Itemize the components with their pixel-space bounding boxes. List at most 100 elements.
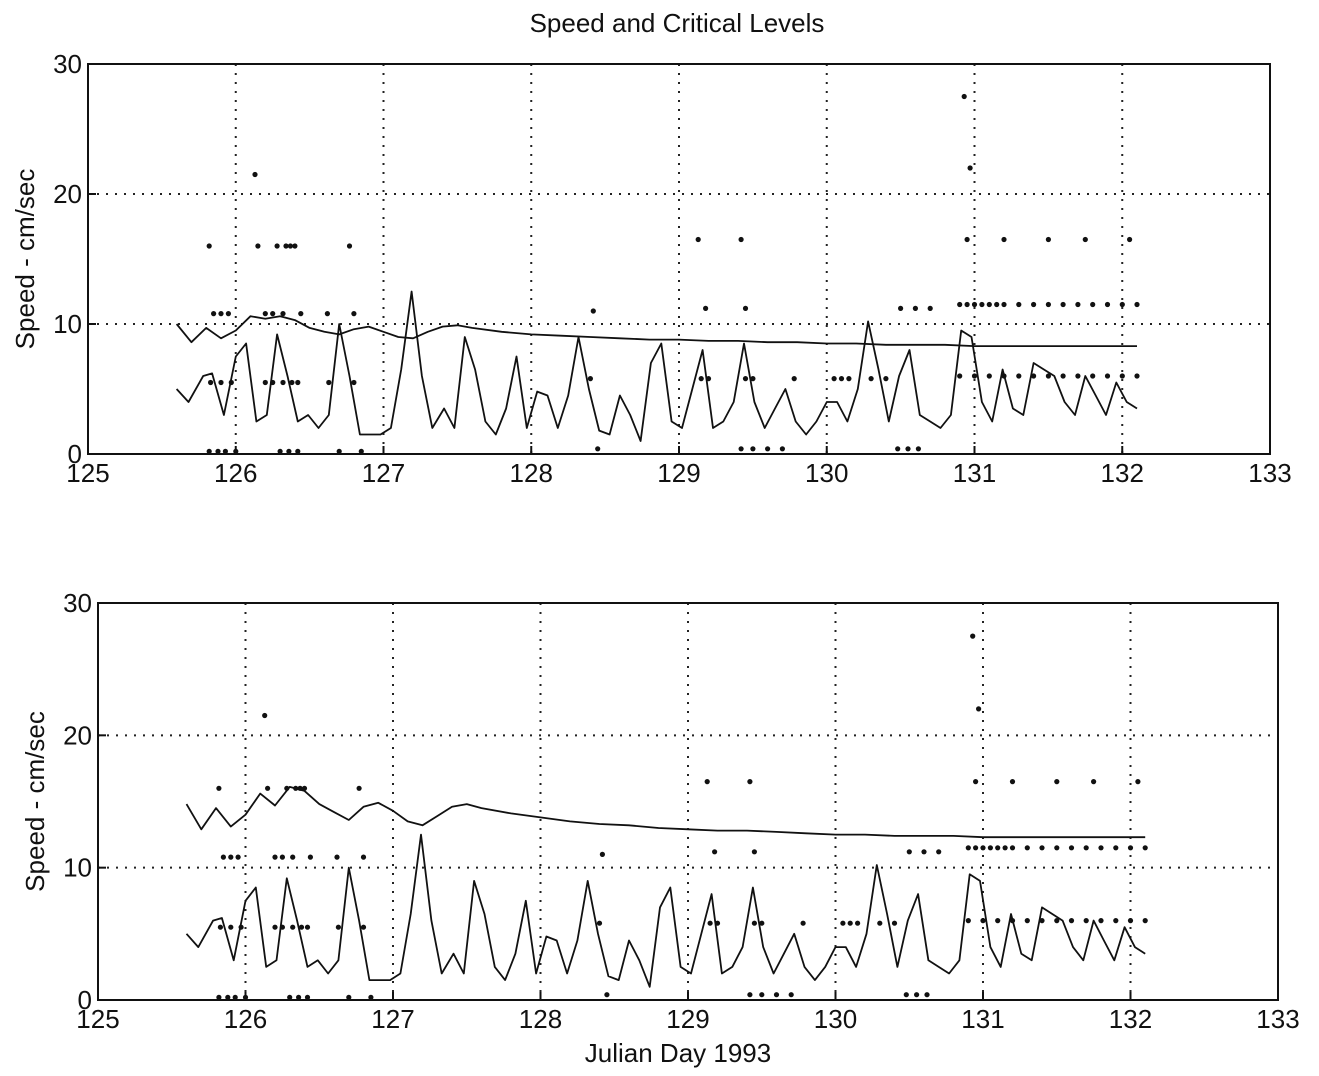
data-point — [1127, 236, 1133, 243]
data-point — [961, 93, 967, 100]
data-point — [846, 376, 852, 382]
data-point — [1135, 779, 1141, 785]
data-point — [228, 924, 234, 930]
data-point — [1009, 918, 1016, 924]
data-point — [297, 785, 303, 791]
data-point — [704, 779, 710, 785]
x-tick-label: 129 — [657, 458, 700, 488]
data-point — [924, 992, 930, 998]
data-point — [1068, 845, 1075, 851]
data-point — [1119, 373, 1125, 379]
data-point — [1002, 845, 1008, 851]
x-tick-label: 125 — [76, 1004, 119, 1034]
data-point — [346, 994, 352, 1001]
data-point — [280, 311, 286, 317]
data-point — [1098, 918, 1104, 924]
data-point — [1098, 845, 1104, 851]
data-point — [324, 311, 330, 317]
data-point — [1039, 845, 1045, 851]
data-point — [1090, 301, 1096, 308]
data-point — [759, 992, 765, 998]
data-point — [1016, 301, 1022, 308]
data-point — [714, 920, 721, 926]
data-point — [986, 301, 992, 308]
data-point — [335, 924, 341, 930]
data-point — [1083, 918, 1089, 924]
y-tick-label: 20 — [53, 179, 82, 209]
data-point — [216, 785, 222, 791]
data-point — [1009, 779, 1016, 785]
data-point — [358, 448, 364, 454]
data-point — [290, 854, 296, 860]
data-point — [274, 243, 280, 249]
data-point — [587, 376, 594, 382]
data-point — [1039, 918, 1045, 924]
figure-title: Speed and Critical Levels — [530, 8, 825, 38]
data-point — [898, 305, 904, 311]
data-point — [979, 301, 985, 308]
data-point — [218, 311, 224, 317]
data-point — [287, 994, 293, 1001]
data-point — [217, 924, 223, 930]
data-point — [279, 854, 285, 860]
data-point — [356, 785, 362, 791]
data-point — [1113, 845, 1119, 851]
data-point — [1113, 918, 1119, 924]
data-point — [707, 920, 713, 926]
data-point — [847, 920, 853, 926]
data-point — [238, 924, 244, 930]
data-point — [986, 373, 992, 379]
data-point — [1054, 779, 1060, 785]
data-point — [980, 845, 986, 851]
data-point — [1031, 373, 1037, 379]
data-point — [270, 311, 276, 317]
data-point — [1016, 373, 1022, 379]
data-point — [215, 448, 221, 454]
data-point — [298, 311, 304, 317]
data-point — [351, 311, 357, 317]
data-point — [751, 849, 758, 855]
y-tick-label: 20 — [63, 720, 92, 750]
data-point — [1054, 845, 1060, 851]
data-point — [788, 992, 794, 998]
data-point — [747, 992, 753, 998]
data-point — [277, 448, 283, 454]
x-tick-label: 130 — [814, 1004, 857, 1034]
data-point — [1083, 845, 1089, 851]
data-point — [957, 301, 963, 308]
data-point — [1142, 918, 1148, 924]
data-point — [738, 446, 744, 452]
data-point — [289, 379, 295, 386]
data-point — [286, 448, 292, 454]
series-line-0 — [175, 315, 1137, 348]
data-point — [765, 446, 771, 452]
data-point — [1060, 301, 1066, 308]
data-point — [973, 845, 979, 851]
x-tick-label: 132 — [1109, 1004, 1152, 1034]
data-point — [225, 311, 231, 317]
data-point — [272, 924, 278, 930]
data-point — [779, 446, 786, 452]
data-point — [838, 376, 845, 382]
data-point — [307, 854, 313, 860]
data-point — [921, 849, 927, 855]
data-point — [868, 376, 874, 382]
data-point — [855, 920, 861, 926]
data-point — [206, 448, 212, 454]
data-point — [742, 305, 749, 311]
data-point — [326, 379, 332, 386]
data-point — [1001, 236, 1007, 243]
data-point — [891, 920, 898, 926]
data-point — [1045, 301, 1051, 308]
x-axis-label: Julian Day 1993 — [585, 1038, 771, 1068]
data-point — [292, 243, 298, 249]
data-point — [995, 918, 1001, 924]
data-point — [791, 376, 797, 382]
series-line-1 — [175, 290, 1138, 442]
data-point — [287, 243, 293, 249]
data-point — [228, 379, 234, 386]
x-tick-label: 126 — [214, 458, 257, 488]
data-point — [973, 779, 979, 785]
data-point — [1134, 373, 1140, 379]
